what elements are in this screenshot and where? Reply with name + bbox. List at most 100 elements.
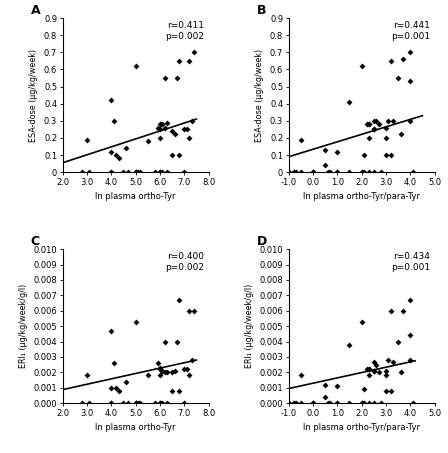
Point xyxy=(144,138,151,145)
Point xyxy=(324,169,331,176)
Point xyxy=(383,124,390,131)
Point xyxy=(409,169,416,176)
X-axis label: ln plasma ortho-Tyr/para-Tyr: ln plasma ortho-Tyr/para-Tyr xyxy=(303,423,420,432)
Point xyxy=(334,169,341,176)
Point xyxy=(86,169,93,176)
Text: B: B xyxy=(257,4,266,17)
Point xyxy=(366,120,373,128)
Point xyxy=(366,134,373,141)
Point xyxy=(132,63,139,70)
Point xyxy=(397,131,404,138)
Point xyxy=(293,169,300,176)
Point xyxy=(334,383,341,390)
Point xyxy=(407,357,414,364)
Point xyxy=(190,307,198,314)
Point xyxy=(134,169,142,176)
Point xyxy=(293,400,300,407)
Point xyxy=(173,74,181,82)
Point xyxy=(185,307,193,314)
Point xyxy=(322,393,329,400)
Point xyxy=(363,120,370,128)
Point xyxy=(110,360,117,367)
Point xyxy=(290,400,297,407)
Point xyxy=(183,366,190,373)
Point xyxy=(190,49,198,56)
Point xyxy=(161,124,168,131)
Point xyxy=(83,372,90,379)
Point xyxy=(83,136,90,143)
Point xyxy=(366,366,373,373)
Y-axis label: ERI₁ (μg/kg/week/g/l): ERI₁ (μg/kg/week/g/l) xyxy=(19,284,28,368)
Point xyxy=(164,369,171,376)
Point xyxy=(108,169,115,176)
Point xyxy=(132,169,139,176)
Point xyxy=(132,400,139,407)
Point xyxy=(322,162,329,169)
Text: A: A xyxy=(30,4,40,17)
Point xyxy=(132,400,139,407)
Y-axis label: ERI₁ (μg/kg/week/g/l): ERI₁ (μg/kg/week/g/l) xyxy=(245,284,254,368)
Point xyxy=(370,169,377,176)
Point xyxy=(168,151,176,159)
Point xyxy=(108,148,115,155)
Point xyxy=(358,318,365,325)
Point xyxy=(134,400,142,407)
Point xyxy=(334,400,341,407)
Point xyxy=(156,400,164,407)
Point xyxy=(171,131,178,138)
Point xyxy=(125,169,132,176)
Point xyxy=(156,169,164,176)
Point xyxy=(154,124,161,131)
Point xyxy=(297,169,305,176)
Point xyxy=(154,360,161,367)
Point xyxy=(290,400,297,407)
Point xyxy=(176,151,183,159)
Point xyxy=(310,400,317,407)
Point xyxy=(161,338,168,345)
Point xyxy=(361,151,368,159)
Point xyxy=(395,338,402,345)
Point xyxy=(327,169,334,176)
Text: D: D xyxy=(257,235,267,248)
Point xyxy=(383,151,390,159)
Point xyxy=(185,372,193,379)
Point xyxy=(161,369,168,376)
Point xyxy=(151,169,159,176)
Point xyxy=(370,117,377,125)
Point xyxy=(327,400,334,407)
Point xyxy=(310,169,317,176)
Point xyxy=(137,169,144,176)
Point xyxy=(387,151,394,159)
Point xyxy=(156,364,164,371)
Point xyxy=(156,400,164,407)
Text: r=0.400
p=0.002: r=0.400 p=0.002 xyxy=(165,252,204,272)
Point xyxy=(346,98,353,106)
Point xyxy=(366,366,373,373)
X-axis label: ln plasma ortho-Tyr: ln plasma ortho-Tyr xyxy=(95,192,176,201)
Point xyxy=(159,367,166,375)
Point xyxy=(373,117,380,125)
Point xyxy=(183,126,190,133)
Point xyxy=(383,387,390,395)
Point xyxy=(385,117,392,125)
Point xyxy=(297,136,305,143)
Point xyxy=(151,400,159,407)
Point xyxy=(173,338,181,345)
Point xyxy=(185,134,193,141)
Point xyxy=(161,74,168,82)
Point xyxy=(132,318,139,325)
Point xyxy=(358,400,365,407)
Point xyxy=(334,148,341,155)
Point xyxy=(181,126,188,133)
Point xyxy=(322,381,329,388)
Point xyxy=(132,169,139,176)
Point xyxy=(156,126,164,133)
Point xyxy=(322,146,329,154)
Point xyxy=(390,117,397,125)
Point xyxy=(159,400,166,407)
Point xyxy=(185,57,193,64)
Point xyxy=(399,56,406,63)
Point xyxy=(399,307,406,314)
Point xyxy=(159,120,166,128)
Point xyxy=(385,357,392,364)
